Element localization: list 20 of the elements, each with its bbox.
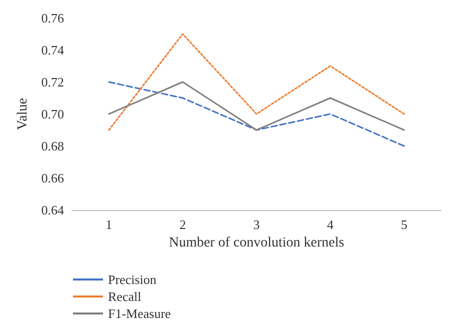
y-tick-label: 0.66: [41, 170, 64, 186]
legend-label: Recall: [108, 289, 142, 304]
line-series: [108, 81, 405, 147]
y-tick-label: 0.76: [41, 10, 64, 26]
y-tick-label: 0.72: [41, 74, 64, 90]
y-tick-label: 0.64: [41, 202, 64, 218]
y-tick-label: 0.74: [41, 42, 64, 58]
x-axis-title: Number of convolution kernels: [168, 236, 344, 250]
y-tick-label: 0.68: [41, 138, 64, 154]
legend-label: F1-Measure: [108, 306, 172, 321]
legend-label: Precision: [108, 272, 157, 287]
x-tick-label: 1: [106, 217, 112, 232]
x-tick-label: 3: [253, 217, 260, 232]
x-tick-label: 2: [179, 217, 186, 232]
line-series: [108, 81, 405, 131]
y-tick-label: 0.70: [41, 106, 64, 122]
x-tick-label: 5: [400, 217, 408, 232]
line-series: [108, 33, 405, 131]
y-axis-title: Value: [16, 98, 30, 130]
x-tick-label: 4: [327, 217, 334, 232]
